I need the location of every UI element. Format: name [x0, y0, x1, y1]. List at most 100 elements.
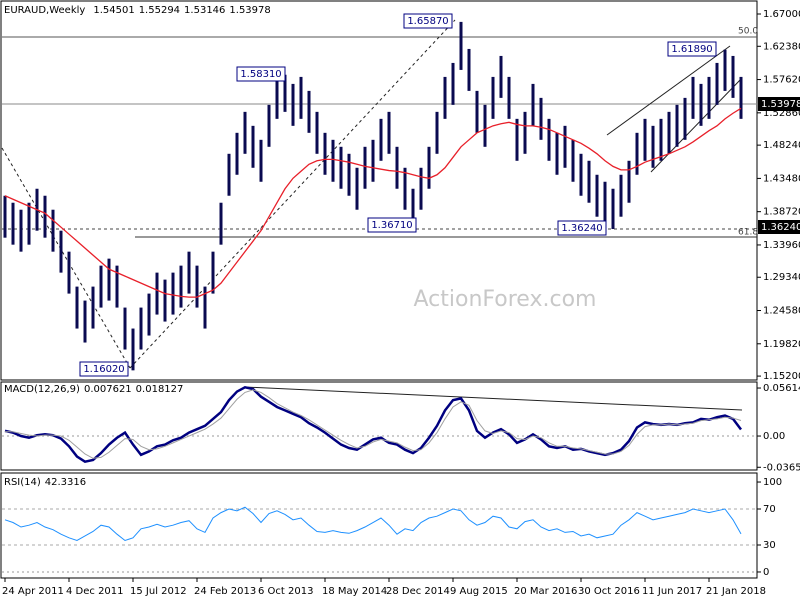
- macd-title: MACD(12,26,9): [4, 384, 80, 395]
- price-bar: [627, 160, 631, 203]
- price-bar: [371, 139, 375, 182]
- indicator-line: [5, 389, 742, 459]
- x-tick-label: 24 Feb 2013: [194, 586, 256, 597]
- price-bar: [715, 62, 719, 105]
- y-tick-label: 1.19820: [763, 339, 800, 350]
- price-bar: [43, 195, 47, 238]
- price-bar: [227, 153, 231, 196]
- price-bar: [19, 209, 23, 252]
- fib-label: 61.8: [738, 228, 758, 238]
- price-bar: [91, 286, 95, 329]
- price-bar: [315, 111, 319, 154]
- price-bar: [363, 146, 367, 189]
- price-bar: [563, 125, 567, 168]
- price-bar: [691, 76, 695, 119]
- rsi-value: 42.3316: [45, 477, 86, 488]
- x-tick-label: 24 Apr 2011: [2, 586, 64, 597]
- price-bar: [459, 21, 463, 70]
- price-bar: [579, 153, 583, 196]
- price-bar: [11, 202, 15, 245]
- x-tick-label: 21 Jan 2018: [706, 586, 766, 597]
- price-bar: [571, 139, 575, 182]
- y-tick-label: 1.67000: [763, 9, 800, 20]
- price-bar: [675, 104, 679, 147]
- price-bar: [515, 118, 519, 161]
- x-tick-label: 6 Oct 2013: [258, 586, 313, 597]
- price-bar: [123, 307, 127, 350]
- x-tick-label: 18 May 2014: [322, 586, 387, 597]
- price-bar: [379, 118, 383, 161]
- price-annotation: 1.61890: [671, 44, 712, 55]
- price-bar: [163, 279, 167, 322]
- price-bar: [203, 286, 207, 329]
- price-annotation-box: [236, 66, 286, 82]
- price-annotation: 1.36240: [561, 223, 602, 234]
- price-bar: [547, 118, 551, 161]
- price-bar: [667, 111, 671, 154]
- price-bar: [275, 76, 279, 119]
- price-bar: [539, 97, 543, 140]
- price-bar: [67, 251, 71, 294]
- price-bar: [499, 55, 503, 98]
- price-bar: [731, 55, 735, 98]
- indicator-line: [4, 385, 742, 464]
- price-bar: [3, 195, 7, 238]
- fib-label: 50.0: [738, 27, 758, 37]
- channel-line: [606, 45, 731, 136]
- rsi-header: RSI(14) 42.3316: [4, 477, 86, 488]
- x-tick-label: 15 Jul 2012: [130, 586, 187, 597]
- price-bar: [339, 146, 343, 189]
- price-tag-box: [758, 97, 800, 111]
- price-pane: [0, 0, 758, 381]
- price-bar: [419, 167, 423, 210]
- price-bar: [51, 209, 55, 252]
- price-annotation-box: [403, 13, 453, 29]
- y-tick-label: 100: [763, 477, 782, 488]
- rsi-title: RSI(14): [4, 477, 41, 488]
- price-bar: [283, 74, 287, 112]
- price-bar: [587, 160, 591, 203]
- price-bar: [395, 146, 399, 189]
- x-tick-label: 30 Oct 2016: [578, 586, 640, 597]
- channel-line: [650, 77, 743, 173]
- price-bar: [683, 97, 687, 140]
- x-tick-label: 11 Jun 2017: [642, 586, 702, 597]
- y-tick-label: 0.056148: [763, 383, 800, 394]
- price-bar: [195, 265, 199, 308]
- price-bar: [411, 188, 415, 226]
- rsi-pane: [0, 472, 758, 579]
- low: 1.53146: [184, 5, 225, 16]
- y-tick-label: 1.38720: [763, 207, 800, 218]
- price-bar: [171, 272, 175, 315]
- trend-line: [1, 147, 131, 369]
- trend-line: [129, 19, 456, 369]
- y-tick-label: 1.62380: [763, 41, 800, 52]
- price-bar: [179, 265, 183, 308]
- price-bar: [27, 202, 31, 245]
- price-bar: [267, 104, 271, 147]
- price-bar: [355, 167, 359, 210]
- price-annotation: 1.16020: [83, 364, 124, 375]
- price-bar: [235, 132, 239, 175]
- price-bar: [699, 83, 703, 126]
- close: 1.53978: [229, 5, 270, 16]
- price-bar: [219, 202, 223, 245]
- price-bar: [323, 132, 327, 175]
- price-bar: [115, 265, 119, 308]
- price-bar: [643, 118, 647, 161]
- x-tick-label: 9 Aug 2015: [450, 586, 508, 597]
- y-tick-label: 1.52860: [763, 108, 800, 119]
- price-bar: [251, 125, 255, 168]
- price-annotation: 1.58310: [240, 69, 281, 80]
- price-bar: [739, 76, 743, 119]
- price-bar: [211, 251, 215, 294]
- y-tick-label: 1.43480: [763, 173, 800, 184]
- price-bar: [147, 293, 151, 336]
- price-bar: [523, 111, 527, 154]
- price-bar: [475, 90, 479, 133]
- price-bar: [491, 76, 495, 119]
- header: EURAUD,Weekly 1.54501 1.55294 1.53146 1.5397…: [4, 5, 271, 16]
- x-tick-label: 28 Dec 2014: [386, 586, 450, 597]
- price-bar: [427, 146, 431, 189]
- price-bar: [347, 153, 351, 196]
